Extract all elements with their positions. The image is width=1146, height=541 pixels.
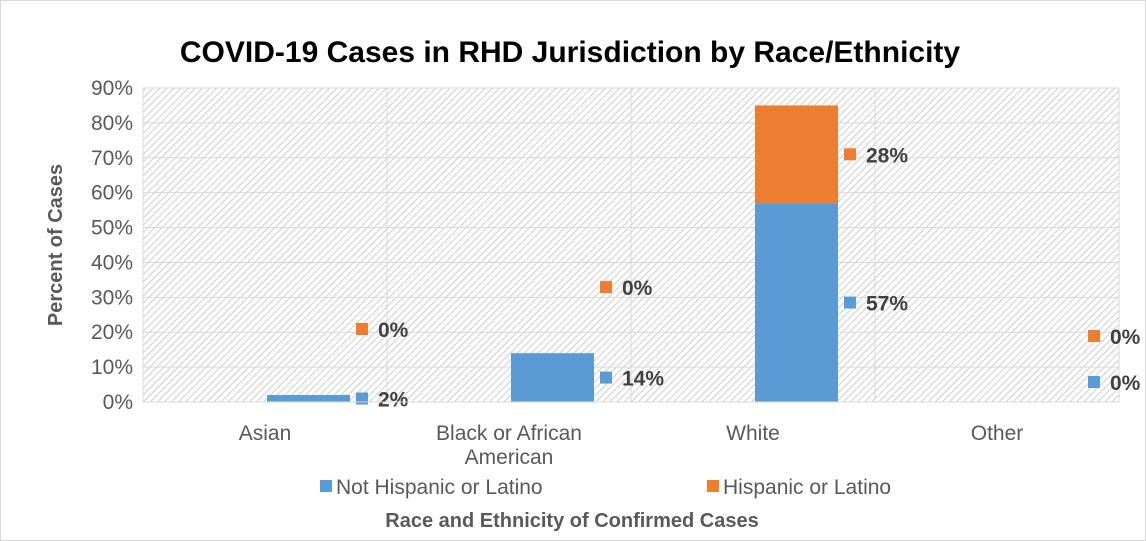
data-labels: 2% 14% 57% 0% 0% 0% 28% 0% <box>356 144 1141 412</box>
y-tick-label: 20% <box>91 321 133 344</box>
legend: Not Hispanic or Latino Hispanic or Latino <box>320 476 891 499</box>
data-label-marker <box>1088 330 1100 342</box>
y-tick-label: 40% <box>91 251 133 274</box>
bar-segment <box>511 353 594 402</box>
data-label: 0% <box>378 319 409 342</box>
y-tick-label: 50% <box>91 217 133 240</box>
data-label: 28% <box>866 144 908 167</box>
legend-label: Not Hispanic or Latino <box>336 476 543 499</box>
x-tick-label: Black or African <box>436 422 582 445</box>
data-label: 0% <box>622 277 653 300</box>
data-label-marker <box>356 323 368 336</box>
x-tick-label: American <box>465 446 554 469</box>
data-label-marker <box>844 296 856 309</box>
bar-segment <box>755 203 838 402</box>
data-label: 0% <box>1110 326 1141 349</box>
x-tick-label: Asian <box>239 422 292 445</box>
data-label: 2% <box>378 389 409 412</box>
y-tick-label: 30% <box>91 286 133 309</box>
x-axis-title: Race and Ethnicity of Confirmed Cases <box>385 510 758 532</box>
data-label: 57% <box>866 293 908 316</box>
data-label: 0% <box>1110 372 1141 395</box>
legend-label: Hispanic or Latino <box>723 476 891 499</box>
data-label-marker <box>600 281 612 294</box>
gridlines <box>142 87 1120 403</box>
y-tick-label: 60% <box>91 182 133 205</box>
data-label-marker <box>356 392 368 405</box>
data-label: 14% <box>622 368 664 391</box>
y-axis: 0% 10% 20% 30% 40% 50% 60% 70% 80% 90% <box>91 77 133 414</box>
y-tick-label: 90% <box>91 77 133 100</box>
y-tick-label: 10% <box>91 356 133 379</box>
bar-segment <box>755 105 838 204</box>
data-label-marker <box>1088 376 1100 388</box>
data-label-marker <box>600 371 612 384</box>
y-axis-title: Percent of Cases <box>45 164 67 326</box>
data-label-marker <box>844 148 856 161</box>
legend-marker <box>707 480 719 492</box>
legend-marker <box>320 480 332 492</box>
x-tick-label: White <box>726 422 780 445</box>
y-tick-label: 70% <box>91 147 133 170</box>
y-tick-label: 80% <box>91 112 133 135</box>
y-tick-label: 0% <box>103 391 133 414</box>
x-tick-label: Other <box>971 422 1024 445</box>
bars <box>267 105 838 402</box>
chart-title: COVID-19 Cases in RHD Jurisdiction by Ra… <box>180 36 961 69</box>
bar-segment <box>267 395 350 402</box>
